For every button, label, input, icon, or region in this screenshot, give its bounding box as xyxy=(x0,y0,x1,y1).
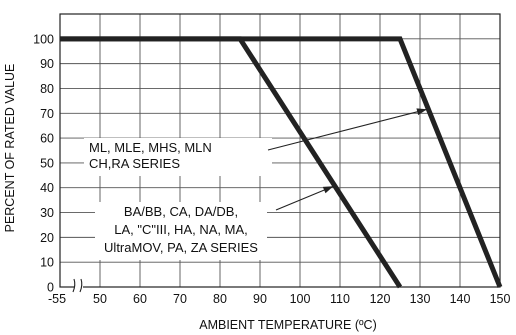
plot-frame xyxy=(59,13,501,288)
y-tick-label: 90 xyxy=(40,57,54,71)
y-tick-label: 70 xyxy=(40,107,54,121)
x-tick-label: 110 xyxy=(330,292,350,306)
x-tick-label: 50 xyxy=(93,292,107,306)
x-tick-label: 70 xyxy=(173,292,187,306)
axis-break-gap xyxy=(74,279,83,295)
y-tick-label: 0 xyxy=(47,281,54,295)
annotation-background xyxy=(84,138,272,176)
x-tick-label: 60 xyxy=(133,292,147,306)
y-tick-labels: 0 10 20 30 40 50 60 70 80 90 100 xyxy=(33,32,54,294)
axis-break-mark xyxy=(79,278,83,293)
y-tick-label: 40 xyxy=(40,181,54,195)
y-tick-label: 80 xyxy=(40,82,54,96)
series-label-line: BA/BB, CA, DA/DB, xyxy=(124,204,238,219)
x-tick-labels: -55 50 60 70 80 90 100 110 120 130 140 150 xyxy=(48,292,511,306)
x-tick-label: -55 xyxy=(48,292,66,306)
series-label-line: ML, MLE, MHS, MLN xyxy=(89,140,212,155)
y-tick-label: 60 xyxy=(40,132,54,146)
annotation-background xyxy=(95,202,267,260)
x-tick-label: 120 xyxy=(370,292,391,306)
y-tick-label: 100 xyxy=(33,32,54,46)
y-tick-label: 50 xyxy=(40,156,54,170)
series-lines xyxy=(60,36,503,289)
y-axis-label: PERCENT OF RATED VALUE xyxy=(3,64,17,233)
series-label-line: LA, "C"III, HA, NA, MA, xyxy=(114,222,247,237)
x-axis-label: AMBIENT TEMPERATURE (ºC) xyxy=(199,318,377,332)
x-tick-label: 90 xyxy=(253,292,267,306)
x-tick-label: 130 xyxy=(410,292,431,306)
x-tick-label: 80 xyxy=(213,292,227,306)
annotation-arrow xyxy=(267,108,428,151)
y-tick-label: 10 xyxy=(40,256,54,270)
annotation-arrowhead xyxy=(416,108,427,116)
y-tick-label: 20 xyxy=(40,231,54,245)
series-label-line: UltraMOV, PA, ZA SERIES xyxy=(104,240,258,255)
x-tick-label: 100 xyxy=(290,292,311,306)
annotation-arrow xyxy=(275,185,334,211)
x-tick-label: 140 xyxy=(450,292,471,306)
y-tick-label: 30 xyxy=(40,206,54,220)
x-tick-label: 150 xyxy=(490,292,511,306)
annotation-arrowhead xyxy=(322,186,334,194)
series-label-line: CH,RA SERIES xyxy=(89,156,180,171)
axis-break-mark xyxy=(72,278,76,293)
axis-break-icon xyxy=(72,278,83,295)
series-line xyxy=(60,36,403,289)
